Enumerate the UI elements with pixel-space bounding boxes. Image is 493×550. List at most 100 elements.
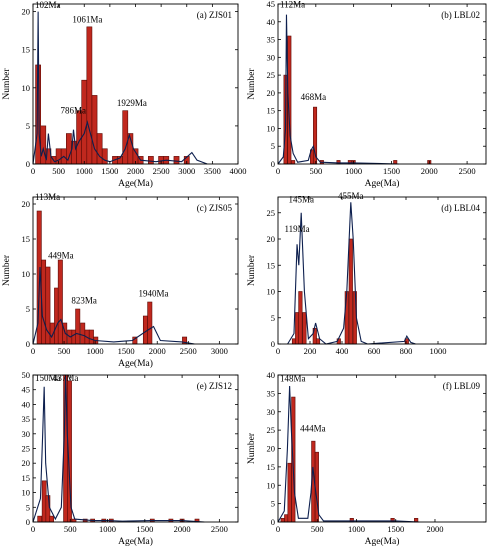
x-tick-label: 200 (304, 346, 317, 356)
x-tick-label: 600 (368, 346, 381, 356)
plot-frame (277, 196, 487, 345)
x-tick-label: 2500 (211, 524, 228, 534)
x-tick-label: 2500 (459, 166, 476, 176)
y-tick-label: 45 (22, 385, 31, 395)
y-tick-label: 5 (26, 121, 30, 131)
panel-label: (b) LBL02 (441, 10, 480, 20)
peak-annotation: 468Ma (301, 92, 327, 102)
histogram-bar (298, 291, 303, 345)
histogram-bar (96, 133, 103, 165)
peak-annotation: 1929Ma (117, 98, 147, 108)
density-curve (32, 374, 205, 523)
x-tick-label: 0 (31, 166, 35, 176)
y-tick-label: 25 (267, 208, 276, 218)
histogram-bar (173, 156, 180, 165)
histogram-bar (57, 259, 63, 345)
x-tick-label: 1500 (118, 346, 135, 356)
histogram-bar (80, 322, 86, 345)
x-axis-label: Age(Ma) (118, 536, 153, 547)
y-tick-label: 20 (267, 234, 276, 244)
x-tick-label: 1000 (345, 166, 362, 176)
y-axis-label: Number (2, 68, 12, 100)
x-tick-label: 1000 (99, 524, 116, 534)
y-tick-label: 35 (22, 414, 31, 424)
y-tick-label: 20 (267, 444, 276, 454)
histogram-bar (49, 515, 54, 523)
y-tick-label: 25 (22, 444, 31, 454)
y-tick-label: 0 (271, 517, 275, 527)
density-curve (277, 14, 400, 165)
y-tick-label: 15 (22, 234, 31, 244)
x-tick-label: 3500 (204, 166, 221, 176)
panel-3: 0 500 1000 1500 2000 2500 3000 0 5 10 15 20 (c) ZJS0… (2, 192, 239, 369)
panel-1: 0 500 1000 1500 2000 2500 3000 3500 4000 0 5 10 15 20… (2, 0, 247, 189)
y-axis-label: Number (247, 68, 257, 100)
y-tick-label: 15 (267, 106, 276, 116)
peak-annotation: 823Ma (71, 295, 97, 305)
x-tick-label: 500 (311, 524, 324, 534)
x-tick-label: 400 (336, 346, 349, 356)
plot-frame (277, 3, 487, 165)
peak-annotation: 1940Ma (139, 288, 169, 298)
histogram-bar (284, 514, 289, 523)
y-tick-label: 20 (22, 458, 31, 468)
x-tick-label: 2000 (174, 524, 191, 534)
histogram-bar (147, 301, 153, 345)
x-tick-label: 0 (276, 524, 280, 534)
y-tick-label: 30 (267, 52, 276, 62)
peak-annotation: 113Ma (35, 192, 60, 202)
y-tick-label: 35 (267, 388, 276, 398)
y-tick-label: 40 (267, 370, 276, 380)
y-tick-label: 20 (22, 7, 31, 17)
peak-annotation: 455Ma (338, 191, 364, 201)
x-tick-label: 1000 (348, 524, 365, 534)
y-tick-label: 30 (267, 407, 276, 417)
histogram-bar (81, 79, 88, 165)
y-tick-label: 5 (26, 502, 30, 512)
panel-label: (f) LBL09 (443, 381, 481, 391)
x-tick-label: 2000 (421, 166, 438, 176)
x-tick-label: 2500 (153, 166, 170, 176)
x-tick-label: 0 (31, 524, 35, 534)
x-tick-label: 4000 (230, 166, 247, 176)
histogram-bar (302, 312, 307, 345)
x-axis-label: Age(Ma) (365, 178, 400, 189)
peak-annotation: 437Ma (53, 373, 79, 383)
panel-label: (a) ZJS01 (197, 10, 232, 20)
panel-label: (e) ZJS12 (197, 381, 232, 391)
x-axis-label: Age(Ma) (118, 178, 153, 189)
histogram-bar (148, 156, 154, 165)
x-tick-label: 2000 (426, 524, 443, 534)
peak-annotation: 148Ma (280, 374, 306, 384)
density-curve (32, 266, 195, 345)
plot-frame (277, 374, 487, 523)
y-tick-label: 10 (267, 480, 276, 490)
histogram-bar (37, 515, 43, 523)
y-tick-label: 40 (22, 399, 31, 409)
panel-6: 0 500 1000 1500 2000 0 5 10 15 20 25 30 35 40 (f) LBL0… (247, 370, 487, 547)
histogram-bar (287, 462, 292, 523)
y-tick-label: 35 (267, 35, 276, 45)
histogram-bar (86, 26, 93, 165)
y-tick-label: 15 (22, 45, 31, 55)
y-tick-label: 5 (26, 304, 30, 314)
x-tick-label: 3000 (211, 346, 228, 356)
plot-frame (32, 196, 239, 345)
y-tick-label: 10 (22, 83, 31, 93)
panel-2: 0 500 1000 1500 2000 2500 0 5 10 15 20 25 30 35 40 45 (b… (247, 0, 487, 189)
x-tick-label: 3000 (178, 166, 195, 176)
y-tick-label: 25 (267, 425, 276, 435)
x-tick-label: 1500 (387, 524, 404, 534)
histogram-bar (348, 238, 353, 345)
x-tick-label: 1500 (383, 166, 400, 176)
x-tick-label: 2500 (180, 346, 197, 356)
y-axis-label: Number (247, 254, 257, 286)
histogram-bar (101, 148, 108, 165)
peak-annotation: 119Ma (284, 224, 309, 234)
histogram-bar (76, 110, 82, 165)
x-axis-label: Age(Ma) (118, 358, 153, 369)
histogram-bar (75, 308, 81, 345)
histogram-bar (40, 125, 47, 165)
x-tick-label: 1500 (101, 166, 118, 176)
x-tick-label: 500 (64, 524, 77, 534)
